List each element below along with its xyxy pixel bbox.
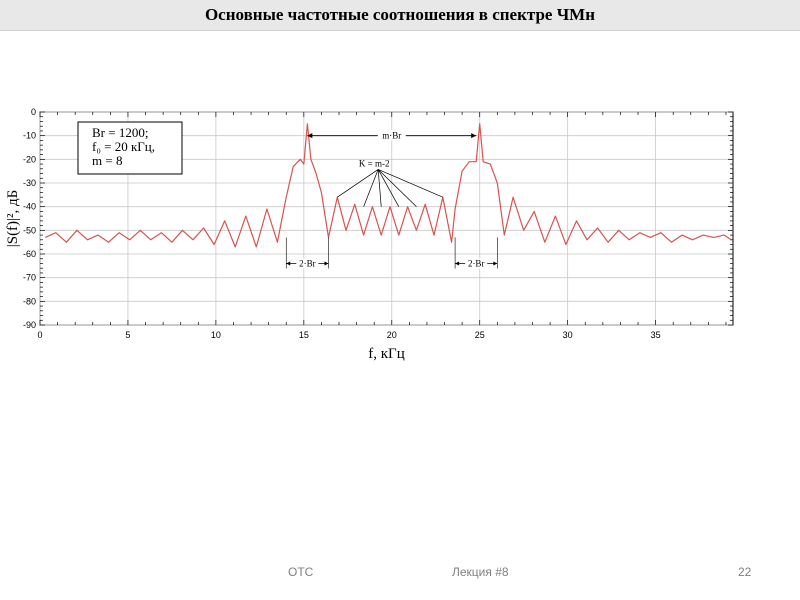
two-br-left-label: 2·Br bbox=[299, 258, 316, 268]
legend-frame bbox=[77, 121, 183, 175]
mbr-arrow-head-right bbox=[471, 133, 477, 139]
x-tick-label: 30 bbox=[563, 330, 573, 340]
mbr-arrow-head-left bbox=[307, 133, 313, 139]
legend-box: Br = 1200;f₀ = 20 кГц,m = 8 bbox=[77, 121, 183, 175]
x-tick-label: 20 bbox=[387, 330, 397, 340]
two-br-right-head-right bbox=[493, 261, 498, 266]
legend-line-2: f₀ = 20 кГц, bbox=[92, 139, 155, 154]
two-br-right-label-bg bbox=[465, 258, 488, 269]
page-number: 22 bbox=[738, 565, 752, 579]
slide-title-bar: Основные частотные соотношения в спектре… bbox=[0, 0, 800, 31]
k-pointer-line bbox=[337, 169, 379, 198]
k-pointer-line bbox=[363, 169, 379, 207]
mbr-label-bg bbox=[377, 129, 406, 141]
x-tick-label: 35 bbox=[651, 330, 661, 340]
slide-title: Основные частотные соотношения в спектре… bbox=[204, 5, 596, 24]
two-br-right-head-left bbox=[455, 261, 460, 266]
footer-lecture: Лекция #8 bbox=[452, 565, 509, 579]
y-tick-label: -40 bbox=[23, 202, 36, 212]
y-tick-label: 0 bbox=[31, 107, 36, 117]
y-tick-label: -70 bbox=[23, 273, 36, 283]
k-label: K = m-2 bbox=[359, 158, 390, 168]
spectrum-chart: 0 5 10 15 20 25 30 35 0 -10 -20 -30 -40 -50 -60 -70 -80 -… bbox=[5, 107, 734, 362]
y-tick-label: -80 bbox=[23, 296, 36, 306]
k-pointer-line bbox=[378, 169, 443, 198]
two-br-right-label: 2·Br bbox=[468, 258, 485, 268]
x-tick-label: 25 bbox=[475, 330, 485, 340]
y-tick-label: -20 bbox=[23, 154, 36, 164]
y-tick-label: -90 bbox=[23, 320, 36, 330]
legend-line-1: Br = 1200; bbox=[92, 125, 148, 140]
two-br-left-label-bg bbox=[296, 258, 319, 269]
x-tick-label: 15 bbox=[299, 330, 309, 340]
legend-line-3: m = 8 bbox=[92, 153, 122, 168]
x-tick-label: 0 bbox=[37, 330, 42, 340]
k-pointer-line bbox=[377, 169, 382, 207]
two-br-left-head-right bbox=[324, 261, 329, 266]
y-tick-label: -10 bbox=[23, 131, 36, 141]
k-pointer-line bbox=[377, 169, 400, 207]
y-tick-label: -50 bbox=[23, 225, 36, 235]
x-tick-label: 5 bbox=[125, 330, 130, 340]
y-tick-label: -30 bbox=[23, 178, 36, 188]
mbr-label: m·Br bbox=[382, 131, 401, 141]
y-tick-label: -60 bbox=[23, 249, 36, 259]
k-pointer-line bbox=[377, 169, 417, 207]
two-br-left-head-left bbox=[286, 261, 291, 266]
y-axis-label: |S(f)|², дБ bbox=[5, 190, 21, 248]
footer-course: ОТС bbox=[288, 565, 314, 579]
spectrum-line-series-0 bbox=[45, 123, 732, 248]
x-tick-label: 10 bbox=[211, 330, 221, 340]
x-axis-label: f, кГц bbox=[368, 346, 404, 362]
